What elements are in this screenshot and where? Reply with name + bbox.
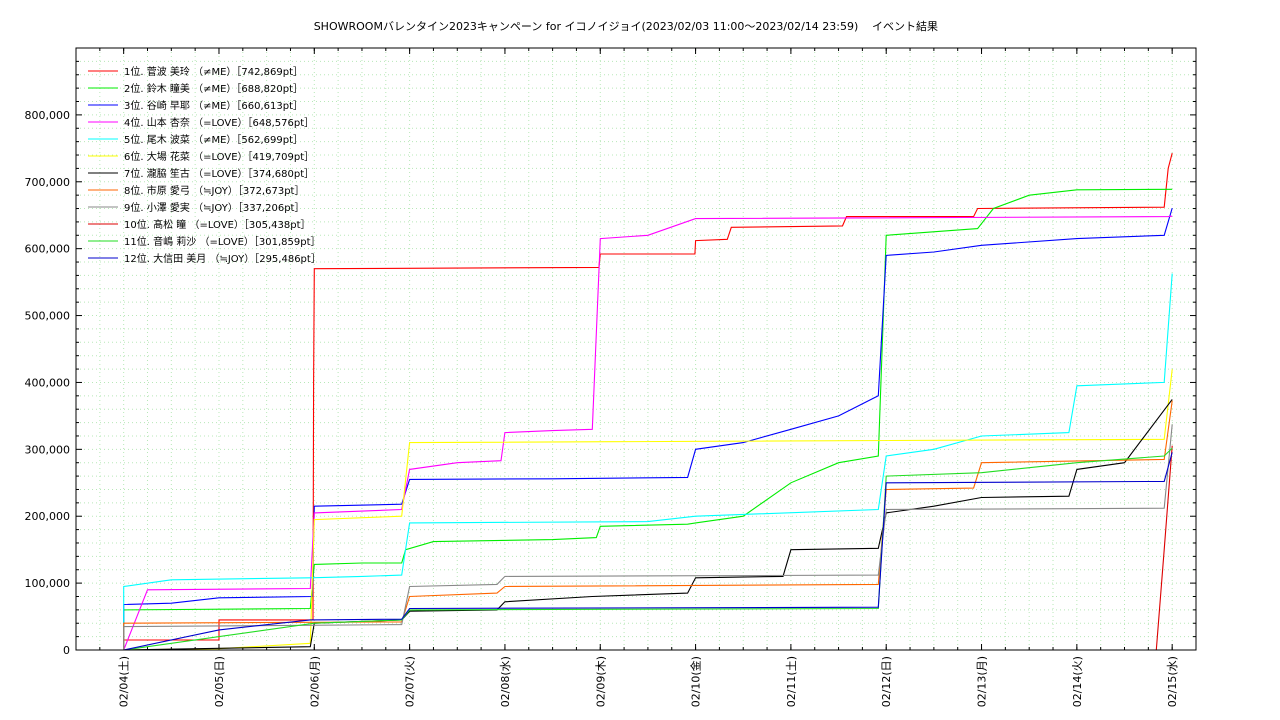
y-tick-label: 0 (63, 644, 70, 657)
y-tick-label: 600,000 (25, 243, 71, 256)
x-tick-label: 02/12(日) (880, 656, 893, 707)
y-tick-label: 200,000 (25, 510, 71, 523)
x-tick-label: 02/15(水) (1166, 656, 1179, 707)
series-line-5 (123, 273, 1173, 650)
legend-entry-8: 8位. 市原 愛弓 （≒JOY）［372,673pt］ (124, 184, 304, 197)
x-tick-label: 02/04(土) (118, 656, 131, 707)
legend-entry-6: 6位. 大場 花菜 （=LOVE）［419,709pt］ (124, 150, 314, 163)
chart-subtitle: イベント結果 (872, 19, 938, 33)
y-tick-label: 700,000 (25, 176, 71, 189)
y-tick-label: 300,000 (25, 443, 71, 456)
chart-title: SHOWROOMバレンタイン2023キャンペーン for イコノイジョイ(202… (314, 20, 859, 33)
x-tick-label: 02/09(木) (594, 656, 607, 707)
x-tick-label: 02/14(火) (1071, 656, 1084, 707)
series-line-1 (123, 152, 1173, 647)
x-tick-label: 02/05(日) (213, 656, 226, 707)
x-tick-label: 02/13(月) (976, 656, 989, 707)
y-tick-label: 400,000 (25, 376, 71, 389)
series-line-2 (123, 188, 1173, 650)
axis-ticks: 0 100,000 200,000 300,000 400,000 500,000 600,… (25, 48, 1197, 707)
grid-lines (75, 47, 1197, 651)
y-tick-label: 800,000 (25, 109, 71, 122)
legend-entry-5: 5位. 尾木 波菜 （≠ME）［562,699pt］ (124, 133, 303, 146)
legend-entry-3: 3位. 谷崎 早耶 （≠ME）［660,613pt］ (124, 99, 303, 112)
series-line-3 (123, 207, 1173, 650)
legend-entry-9: 9位. 小澤 愛実 （≒JOY）［337,206pt］ (124, 201, 304, 214)
legend-entry-2: 2位. 鈴木 瞳美 （≠ME）［688,820pt］ (124, 82, 303, 95)
legend-entry-10: 10位. 髙松 瞳 （=LOVE）［305,438pt］ (124, 218, 311, 231)
legend-entry-7: 7位. 瀧脇 笙古 （=LOVE）［374,680pt］ (124, 167, 314, 180)
series-lines (123, 152, 1173, 651)
x-tick-label: 02/07(火) (404, 656, 417, 707)
y-tick-label: 500,000 (25, 310, 71, 323)
legend-entry-4: 4位. 山本 杏奈 （=LOVE）［648,576pt］ (124, 116, 314, 129)
legend-entry-11: 11位. 音嶋 莉沙 （=LOVE）［301,859pt］ (124, 235, 321, 248)
x-tick-label: 02/10(金) (689, 656, 703, 707)
legend: 1位. 菅波 美玲 （≠ME）［742,869pt］ 2位. 鈴木 瞳美 （≠ME… (88, 65, 321, 265)
plot-frame (75, 47, 1197, 651)
y-tick-label: 100,000 (25, 577, 71, 590)
x-tick-label: 02/06(月) (308, 656, 321, 707)
x-tick-label: 02/08(水) (499, 656, 512, 707)
legend-entry-12: 12位. 大信田 美月 （≒JOY）［295,486pt］ (124, 252, 321, 265)
series-line-12 (123, 452, 1173, 651)
legend-entry-1: 1位. 菅波 美玲 （≠ME）［742,869pt］ (124, 65, 303, 78)
series-line-4 (123, 215, 1173, 651)
x-tick-label: 02/11(土) (785, 656, 798, 707)
